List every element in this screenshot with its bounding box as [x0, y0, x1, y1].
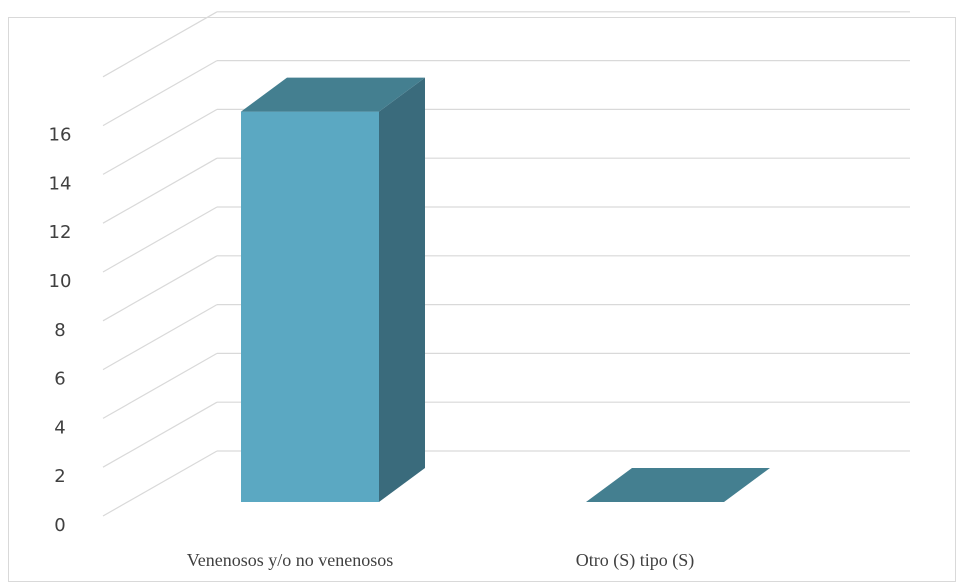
- bar: [586, 468, 770, 502]
- y-tick-label: 10: [49, 271, 72, 292]
- y-tick-label: 8: [54, 320, 65, 341]
- gridline-side: [102, 304, 218, 371]
- x-axis-labels: Venenosos y/o no venenosos Otro (S) tipo …: [187, 550, 694, 571]
- gridline-side: [102, 108, 218, 175]
- y-tick-label: 16: [49, 125, 72, 146]
- chart-frame: [8, 17, 956, 582]
- bar-top: [586, 468, 770, 502]
- gridline-side: [102, 352, 218, 419]
- gridline-side: [102, 60, 218, 127]
- gridline-side: [102, 450, 218, 517]
- gridline-side: [102, 401, 218, 468]
- x-category-label: Venenosos y/o no venenosos: [187, 550, 393, 570]
- bar-front: [241, 111, 379, 502]
- gridline-side: [102, 157, 218, 224]
- bars: [241, 77, 770, 502]
- y-tick-label: 14: [49, 173, 72, 194]
- y-tick-label: 0: [54, 515, 65, 536]
- y-tick-label: 2: [54, 466, 65, 487]
- y-axis-ticks: 0 2 4 6 8 10 12 14 16: [49, 125, 72, 536]
- y-tick-label: 6: [54, 369, 65, 390]
- bar: [241, 77, 425, 502]
- y-tick-label: 4: [54, 417, 65, 438]
- gridline-side: [102, 11, 218, 78]
- bar-top: [241, 77, 425, 112]
- bar-side: [379, 77, 425, 502]
- y-tick-label: 12: [49, 222, 72, 243]
- x-category-label: Otro (S) tipo (S): [576, 550, 695, 571]
- gridline-side: [102, 206, 218, 273]
- gridline-side: [102, 255, 218, 322]
- gridlines: [102, 11, 910, 517]
